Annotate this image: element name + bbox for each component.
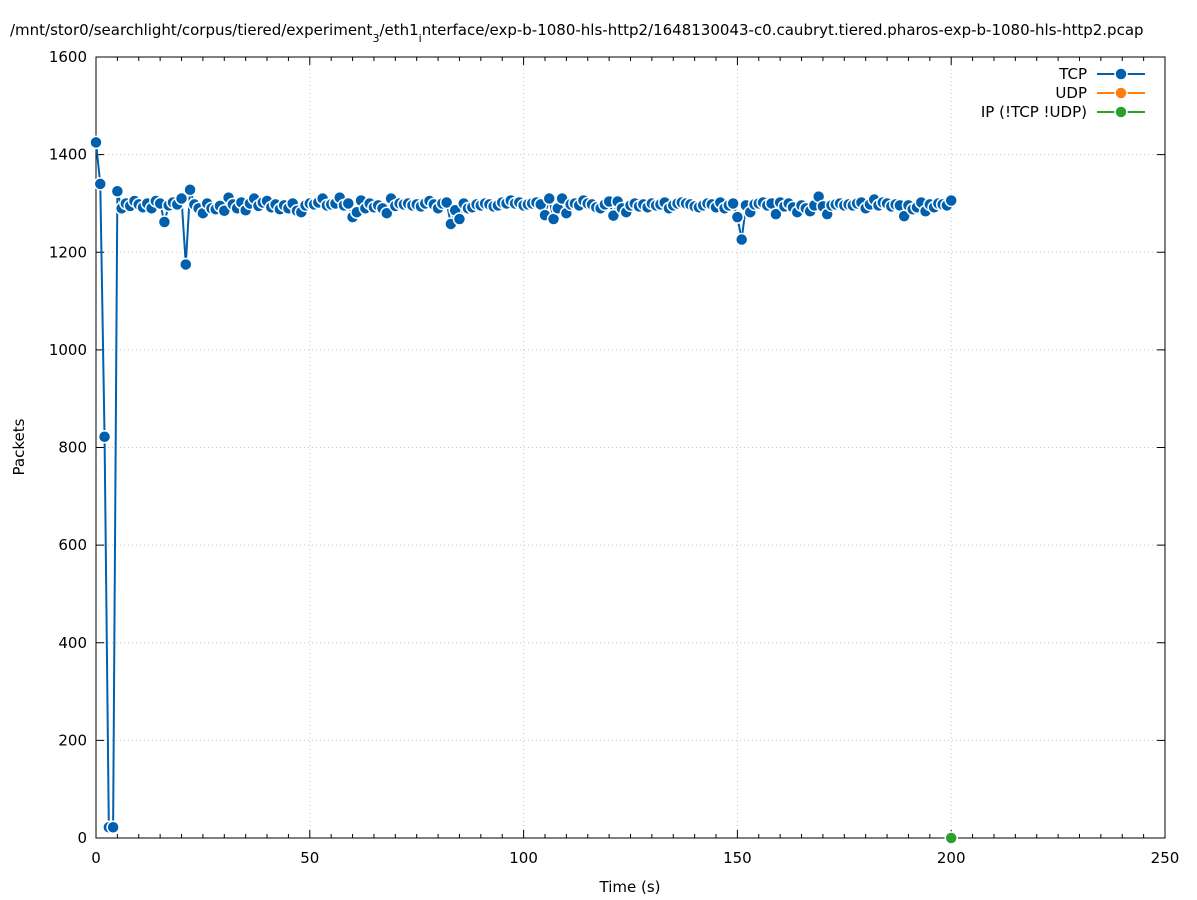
chart-title-part-a: /mnt/stor0/searchlight/corpus/tiered/exp… [10,21,373,39]
plot-border [95,56,1166,839]
legend-label: UDP [1055,84,1087,102]
data-point [542,191,557,206]
y-tick-label: 1000 [49,341,87,359]
data-point [93,177,108,191]
legend-item: TCP [1058,65,1145,83]
data-point [157,215,172,229]
data-point [341,196,356,211]
x-tick-label: 0 [91,849,101,867]
chart-title: /mnt/stor0/searchlight/corpus/tiered/exp… [10,21,1144,45]
x-tick-label: 200 [937,849,966,867]
x-tick-label: 100 [509,849,538,867]
x-tick-label: 50 [300,849,319,867]
y-tick-label: 200 [58,731,87,749]
series-layer [89,135,958,845]
legend-label: IP (!TCP !UDP) [981,103,1087,121]
y-axis-label: Packets [10,418,28,475]
legend-marker-swatch [1114,105,1128,119]
data-point [110,184,125,198]
x-axis-label: Time (s) [599,878,661,896]
data-point [439,195,454,210]
x-tick-label: 150 [723,849,752,867]
chart-title-sub-1: 3 [372,32,379,45]
data-point [183,183,197,197]
axes [95,56,1166,839]
data-point [730,210,745,224]
y-tick-labels: 0 200 400 600 800 1000 1200 1400 1600 [49,48,87,847]
data-point [606,208,621,223]
grid [96,57,1165,838]
y-tick-label: 1200 [49,243,87,261]
chart-title-sub-2: i [419,32,422,45]
legend-item: UDP [1055,84,1145,102]
y-tick-label: 800 [58,439,87,457]
data-point [89,135,103,150]
data-point [734,232,749,247]
data-point [944,831,958,845]
data-point [726,196,740,211]
y-tick-label: 400 [58,634,87,652]
data-point [174,191,189,206]
series-0 [89,135,958,835]
data-point [944,193,958,208]
data-point [179,257,193,272]
series-2 [944,831,958,845]
x-tick-labels: 0 50 100 150 200 250 [91,849,1179,867]
data-point [106,820,120,835]
data-point [380,206,394,220]
data-point [769,207,783,221]
legend-marker-swatch [1114,86,1128,100]
y-tick-label: 1600 [49,48,87,66]
legend-item: IP (!TCP !UDP) [981,103,1145,121]
y-tick-label: 600 [58,536,87,554]
chart-title-part-c: nterface/exp-b-1080-hls-http2/1648130043… [422,21,1144,39]
data-point [452,212,467,226]
chart-title-part-b: /eth1 [379,21,418,39]
y-tick-label: 0 [77,829,87,847]
x-tick-label: 250 [1151,849,1180,867]
legend-marker-swatch [1114,67,1128,81]
y-tick-label: 1400 [49,146,87,164]
legend-label: TCP [1058,65,1087,83]
data-point [97,430,112,444]
